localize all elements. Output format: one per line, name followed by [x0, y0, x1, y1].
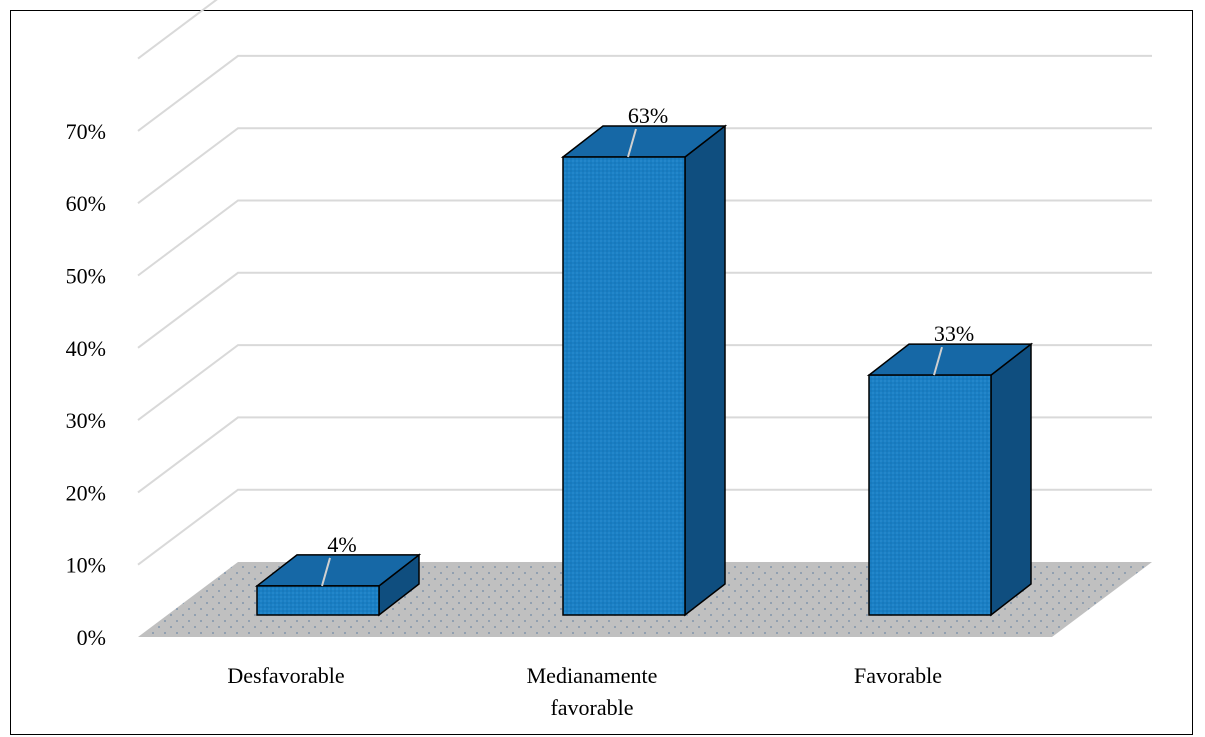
bar-front: [868, 374, 992, 616]
gridline: [137, 271, 1152, 349]
gridline: [137, 127, 1152, 204]
y-tick-label: 40%: [66, 336, 106, 361]
y-tick-label: 30%: [66, 408, 106, 433]
gridline: [137, 199, 1152, 277]
gridline: [137, 54, 1152, 132]
leader-line: [933, 346, 943, 376]
bar-side: [684, 124, 726, 617]
gridline: [137, 0, 218, 60]
data-label: 63%: [628, 103, 668, 128]
y-tick-label: 20%: [66, 480, 106, 505]
x-axis: Desfavorable Medianamente favorable Favorab…: [227, 663, 942, 720]
category-label: Medianamente: [527, 663, 658, 688]
y-tick-label: 0%: [77, 625, 106, 650]
data-labels: 4% 63% 33%: [321, 103, 974, 587]
bar-front: [562, 156, 686, 616]
bars: [254, 124, 1034, 617]
data-label: 33%: [934, 321, 974, 346]
gridline: [137, 416, 1152, 494]
y-tick-label: 10%: [66, 553, 106, 578]
y-tick-label: 70%: [66, 119, 106, 144]
gridline: [137, 488, 1152, 566]
bar: [866, 342, 1034, 617]
leader-line: [321, 557, 331, 587]
data-label: 4%: [327, 532, 356, 557]
category-label: Desfavorable: [227, 663, 344, 688]
y-tick-label: 50%: [66, 264, 106, 289]
gridline: [137, 344, 1152, 421]
leader-line: [627, 128, 637, 158]
category-label: favorable: [550, 695, 633, 720]
y-axis: 0% 10% 20% 30% 40% 50% 60% 70%: [66, 119, 106, 650]
category-label: Favorable: [854, 663, 942, 688]
bar: [560, 124, 728, 617]
y-tick-label: 60%: [66, 191, 106, 216]
back-wall: [137, 0, 1152, 566]
bar-front: [256, 585, 380, 616]
bar-side: [990, 342, 1032, 617]
bar: [254, 553, 422, 617]
